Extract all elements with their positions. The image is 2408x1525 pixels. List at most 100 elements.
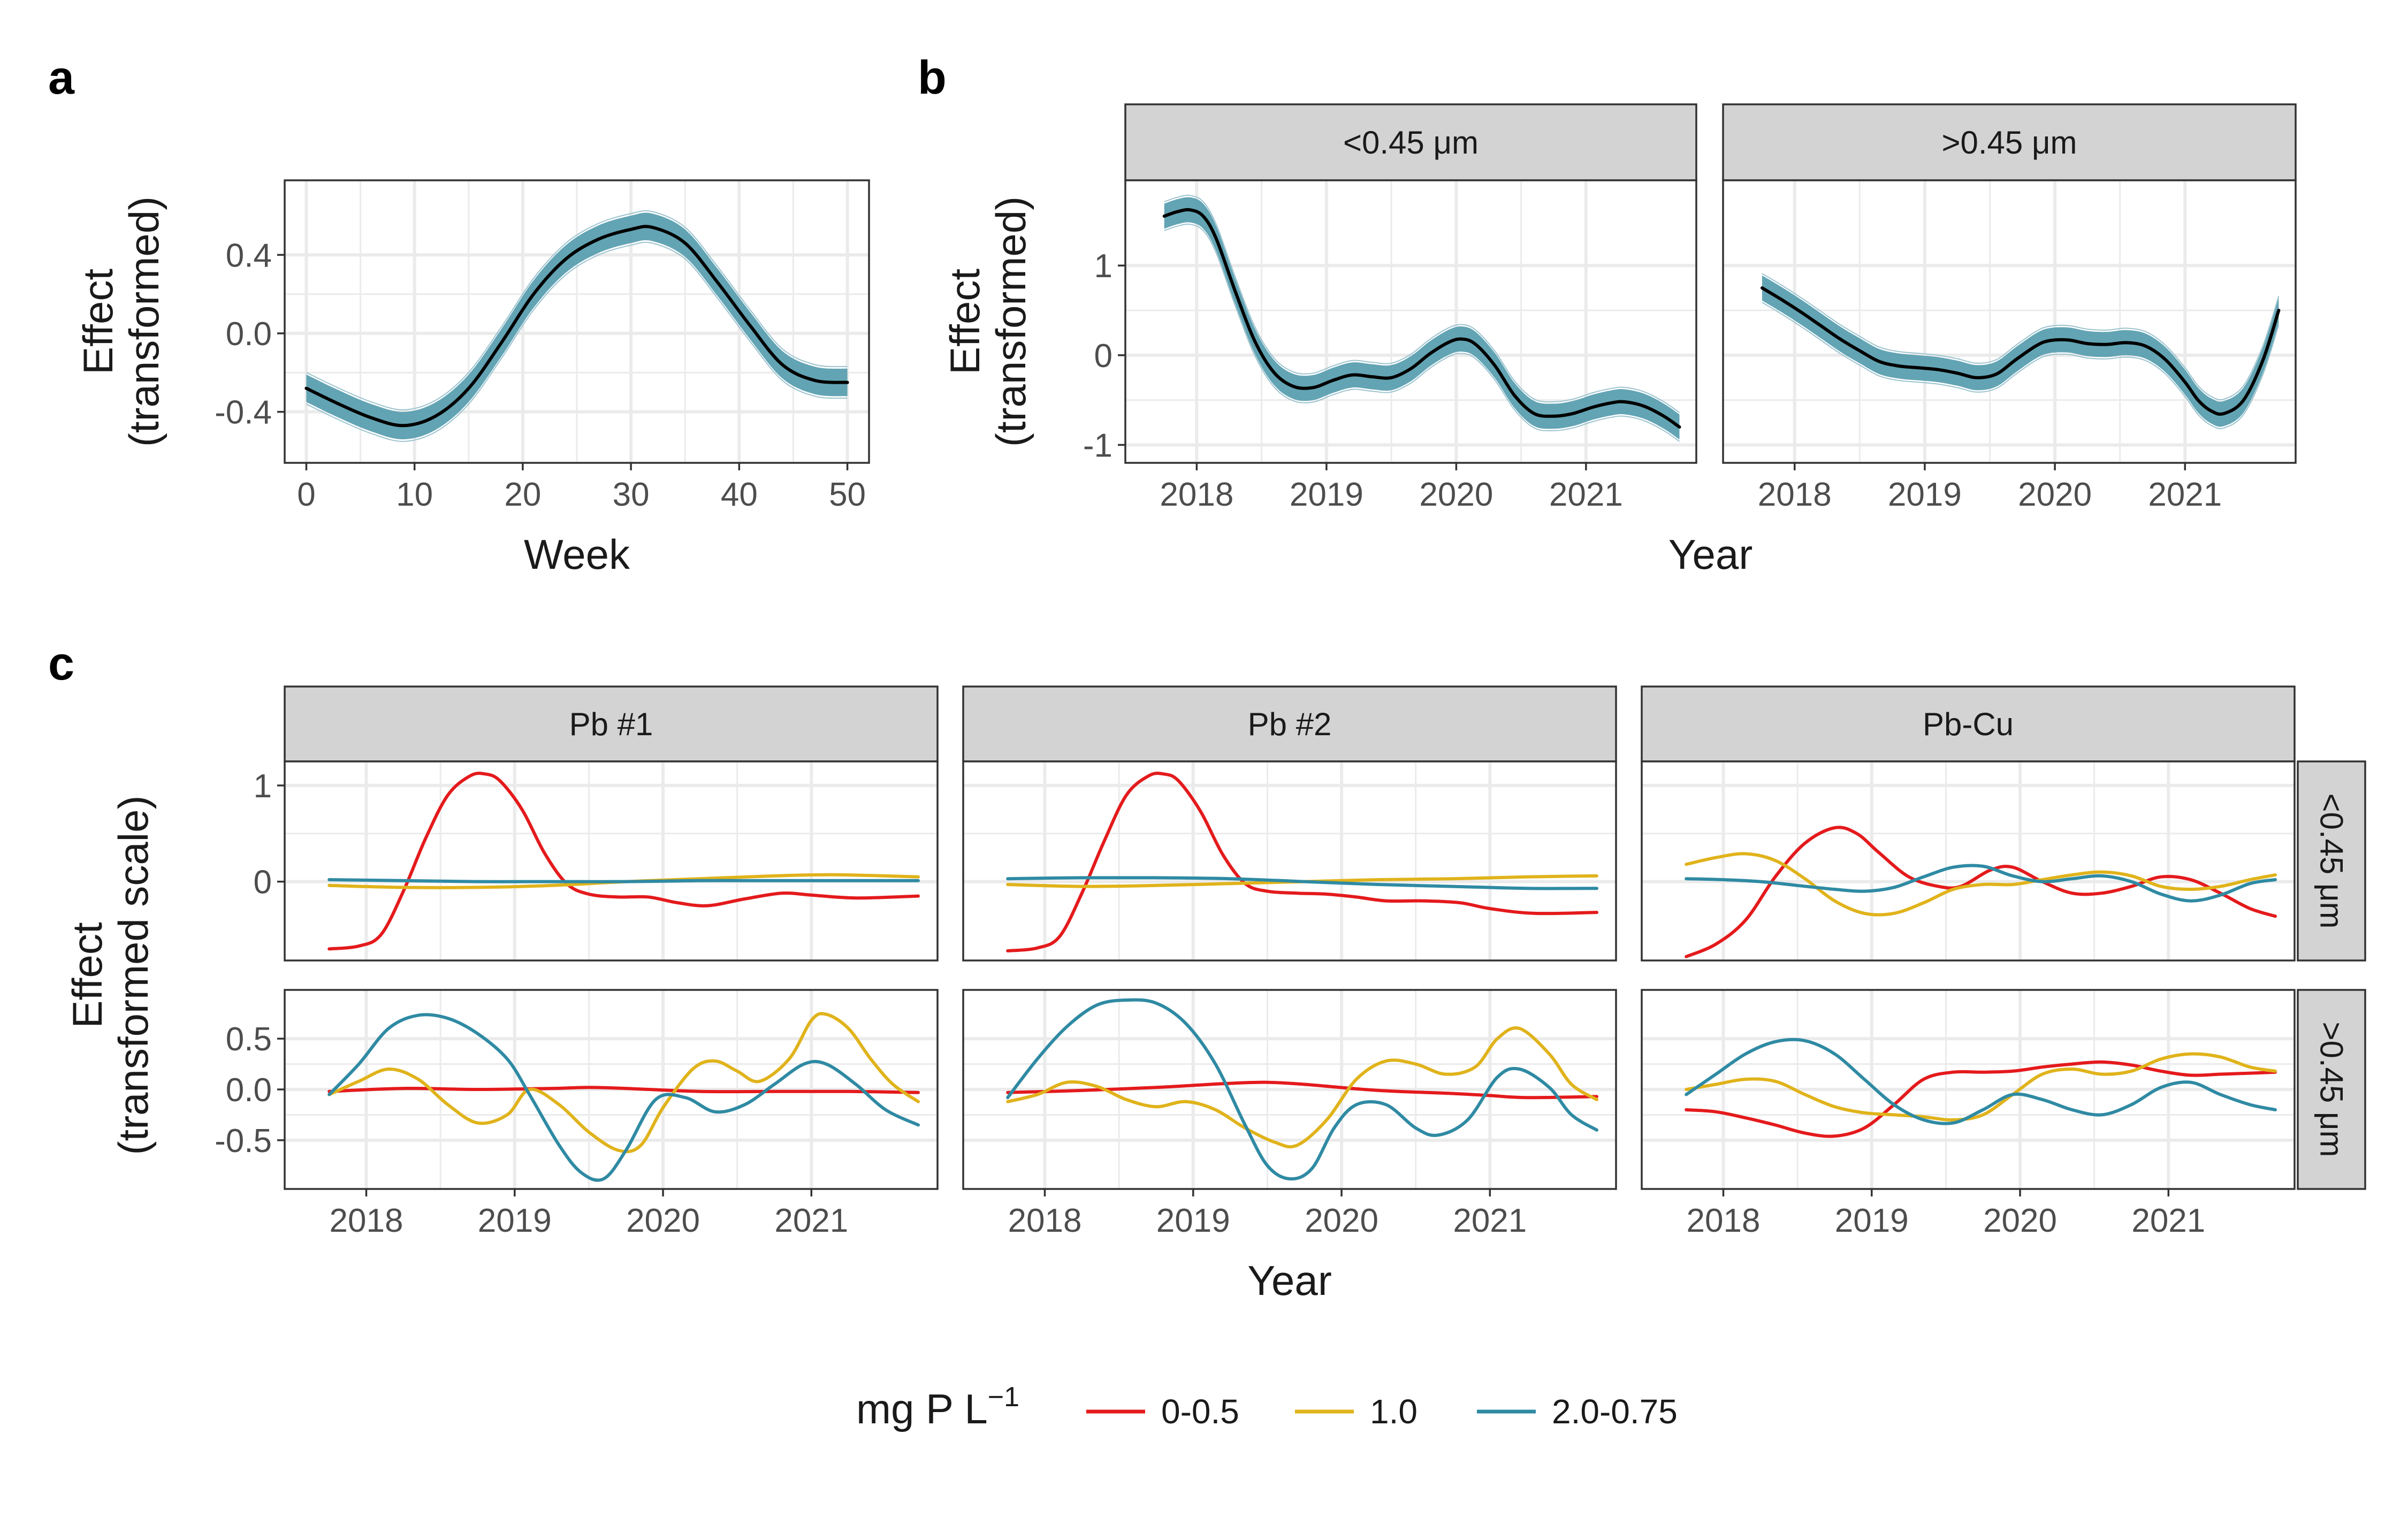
- facet-strip: [1124, 103, 1697, 181]
- series-line-teal: [1685, 1038, 2277, 1125]
- series-line-gold: [1685, 1052, 2277, 1122]
- x-tick-label: 2019: [1835, 1202, 1909, 1239]
- confidence-band: [1762, 275, 2279, 427]
- y-axis-title: (transformed): [120, 196, 167, 447]
- x-tick-label: 30: [613, 476, 650, 513]
- panel-border: [962, 989, 1617, 1190]
- x-tick-label: 2021: [2131, 1202, 2205, 1239]
- x-tick-label: 2021: [774, 1202, 848, 1239]
- facet-strip: [2297, 760, 2366, 962]
- posterior-draw: [306, 241, 848, 442]
- y-axis-title: Effect: [74, 269, 121, 375]
- facet-strip-label: Pb-Cu: [1923, 706, 2014, 742]
- x-tick-label: 2018: [330, 1202, 403, 1239]
- y-tick-label: 0: [1094, 338, 1112, 375]
- x-tick-label: 0: [297, 476, 315, 513]
- series-line-teal: [1006, 876, 1598, 890]
- posterior-draw: [1164, 194, 1680, 413]
- x-tick-label: 2019: [1290, 476, 1363, 513]
- mean-effect-line: [1162, 208, 1681, 429]
- series-line-red: [1006, 772, 1598, 952]
- series-line-teal: [1685, 864, 2277, 903]
- series-line-teal: [327, 1013, 920, 1182]
- y-axis-title: Effect: [941, 269, 988, 375]
- facet-strip-label: <0.45 μm: [2314, 793, 2350, 928]
- series-line-gold: [1685, 852, 2277, 917]
- facet-strip-label: <0.45 μm: [1343, 125, 1479, 161]
- y-tick-label: -0.4: [215, 394, 272, 431]
- y-axis-title: (transformed): [987, 196, 1034, 447]
- panel-border: [1124, 179, 1697, 464]
- x-tick-label: 40: [721, 476, 758, 513]
- panel-border: [284, 179, 870, 464]
- y-tick-label: 1: [254, 768, 272, 805]
- posterior-draw: [1164, 223, 1680, 442]
- posterior-draw: [1762, 302, 2280, 429]
- legend-label: 0-0.5: [1161, 1392, 1239, 1431]
- panel-background: [285, 761, 938, 960]
- series-line-gold: [1006, 1026, 1598, 1149]
- mean-effect-line: [304, 225, 849, 428]
- x-tick-label: 2019: [478, 1202, 552, 1239]
- panel-border: [1641, 760, 2296, 962]
- x-tick-label: 2020: [626, 1202, 700, 1239]
- x-tick-label: 10: [396, 476, 433, 513]
- panel-background: [963, 761, 1616, 960]
- mean-effect-line: [1761, 286, 2281, 416]
- legend-label: 1.0: [1370, 1392, 1418, 1431]
- facet-strip-label: >0.45 μm: [2314, 1021, 2350, 1157]
- y-tick-label: -1: [1083, 427, 1112, 464]
- x-axis-title: Year: [1668, 531, 1753, 578]
- panel-border: [1641, 989, 2296, 1190]
- x-tick-label: 2021: [1453, 1202, 1527, 1239]
- y-tick-label: 0: [254, 864, 272, 901]
- y-tick-label: 0.5: [226, 1021, 272, 1058]
- x-tick-label: 2018: [1687, 1202, 1761, 1239]
- x-tick-label: 2021: [2148, 476, 2222, 513]
- series-line-red: [1685, 1060, 2277, 1138]
- y-axis-title: Effect: [64, 922, 111, 1028]
- y-tick-label: -0.5: [215, 1123, 272, 1160]
- series-line-gold: [327, 1012, 920, 1154]
- x-axis-title: Week: [524, 531, 630, 578]
- series-line-teal: [327, 878, 920, 883]
- posterior-draw: [306, 210, 848, 410]
- series-line-red: [327, 1086, 920, 1094]
- panel-border: [962, 760, 1617, 962]
- x-tick-label: 50: [829, 476, 866, 513]
- facet-strip: [284, 685, 939, 762]
- confidence-band: [306, 212, 848, 440]
- facet-strip: [1722, 103, 2297, 181]
- x-tick-label: 20: [504, 476, 541, 513]
- series-line-red: [327, 772, 920, 951]
- y-tick-label: 0.4: [226, 237, 272, 274]
- facet-strip-label: Pb #1: [569, 706, 653, 742]
- facet-strip-label: Pb #2: [1248, 706, 1332, 742]
- panel-border: [284, 760, 939, 962]
- legend-title: mg P L−1: [856, 1382, 1019, 1432]
- series-line-teal: [1006, 998, 1598, 1181]
- x-tick-label: 2020: [1419, 476, 1493, 513]
- series-line-red: [1685, 826, 2277, 958]
- y-tick-label: 1: [1094, 248, 1112, 285]
- x-tick-label: 2019: [1156, 1202, 1230, 1239]
- panel-border: [1722, 179, 2297, 464]
- x-tick-label: 2020: [1983, 1202, 2057, 1239]
- x-tick-label: 2021: [1549, 476, 1623, 513]
- confidence-band: [1164, 197, 1680, 440]
- y-tick-label: 0.0: [226, 316, 272, 353]
- y-tick-label: 0.0: [226, 1072, 272, 1109]
- facet-strip: [962, 685, 1617, 762]
- x-tick-label: 2018: [1160, 476, 1233, 513]
- y-axis-title: (transformed scale): [110, 796, 157, 1155]
- x-tick-label: 2018: [1008, 1202, 1082, 1239]
- x-tick-label: 2020: [2018, 476, 2092, 513]
- panel-tag-a: a: [48, 51, 75, 104]
- x-axis-title: Year: [1247, 1257, 1332, 1304]
- panel-tag-c: c: [48, 637, 74, 690]
- series-line-red: [1006, 1080, 1598, 1100]
- facet-strip-label: >0.45 μm: [1941, 125, 2077, 161]
- posterior-draw: [1762, 273, 2280, 401]
- facet-strip: [2297, 989, 2366, 1190]
